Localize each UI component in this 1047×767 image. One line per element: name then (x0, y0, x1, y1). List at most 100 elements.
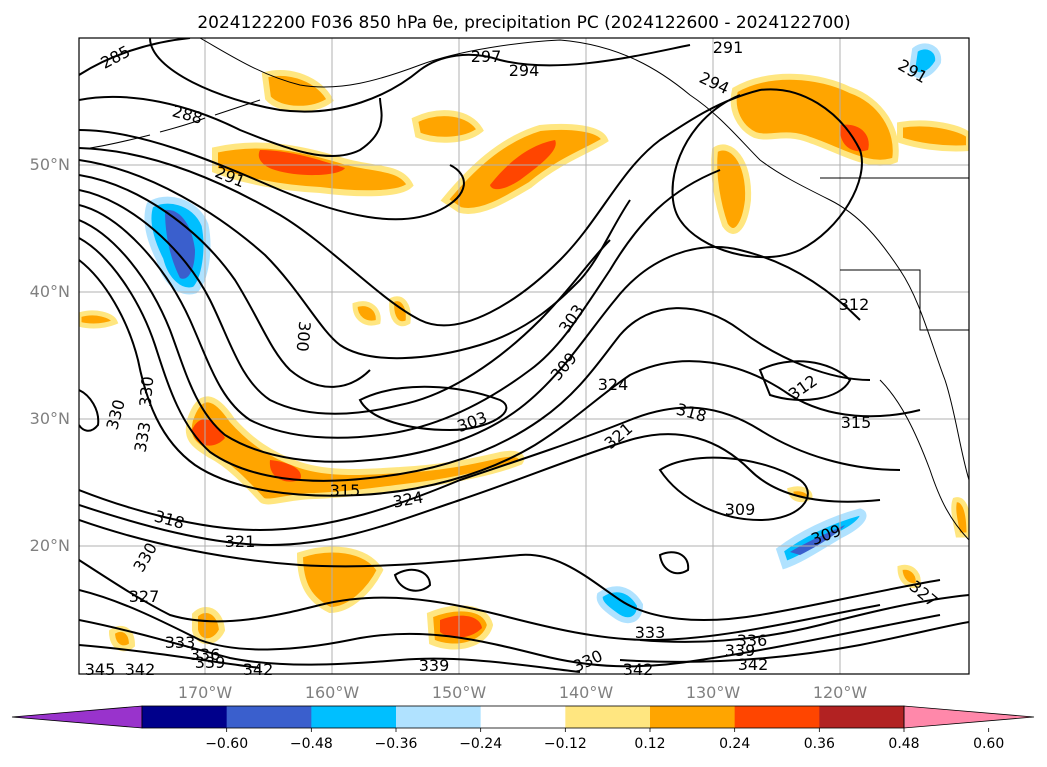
contour-cell-303 (358, 385, 508, 432)
contour-label: 339 (195, 653, 226, 672)
colorbar-frame (141, 705, 905, 729)
contour-315 (79, 259, 921, 497)
contour-label: 336 (190, 645, 221, 664)
precip-core-south2 (440, 615, 482, 638)
lon-label-150w: 150°W (432, 683, 487, 702)
precip-core-aleutian (258, 150, 345, 176)
contour-330 (79, 589, 941, 668)
contour-318 (79, 406, 901, 532)
contour-label: 342 (243, 660, 274, 679)
contour-label: 327 (129, 587, 160, 606)
contour-cell-309 (658, 456, 809, 522)
colorbar-segment (650, 706, 736, 728)
precip-patch-top2 (411, 110, 484, 143)
contour-label: 342 (623, 660, 654, 679)
lon-label-120w: 120°W (813, 683, 868, 702)
contour-cell-312 (758, 360, 852, 401)
lon-label-130w: 130°W (686, 683, 741, 702)
colorbar-tick-label: 0.12 (634, 736, 665, 752)
colorbar-tick-label: −0.36 (375, 736, 418, 752)
contour-label: 321 (225, 532, 256, 551)
precip-neg-ne (908, 43, 942, 79)
contour-324 (79, 519, 941, 621)
contour-321 (79, 433, 881, 547)
contour-label: 312 (839, 295, 870, 314)
contour-label: 342 (125, 660, 156, 679)
lon-label-160w: 160°W (305, 683, 360, 702)
precip-patch-e2 (897, 497, 969, 589)
contour-label: 315 (330, 481, 361, 500)
precip-patch-bc (711, 144, 752, 234)
colorbar-segment (565, 706, 651, 728)
latitude-labels: 50°N 40°N 30°N 20°N (30, 155, 70, 555)
colorbar-segment (226, 706, 312, 728)
contour-300 (79, 174, 371, 388)
contour-336 (79, 644, 261, 669)
contour-west-low (79, 389, 100, 432)
contour-291-north (149, 38, 691, 113)
colorbar-tick-label: 0.48 (888, 736, 919, 752)
theta-e-contours (79, 38, 969, 673)
contour-309 (79, 219, 861, 463)
colorbar-segment (480, 706, 566, 728)
contour-285 (79, 38, 191, 76)
precip-patch-south (296, 546, 384, 614)
colorbar: −0.60 −0.48 −0.36 −0.24 −0.12 0.12 0.24 0.36 0.4… (11, 705, 1035, 752)
contour-label: 333 (635, 623, 666, 642)
colorbar-tick-label: −0.60 (205, 736, 248, 752)
coastline-baja (879, 379, 969, 541)
contour-294 (79, 88, 863, 327)
contour-label: 339 (725, 641, 756, 660)
contour-label: 315 (841, 413, 872, 432)
precip-neg-south (596, 586, 644, 624)
contour-306 (79, 169, 721, 439)
contour-288 (79, 95, 383, 158)
contour-327 (79, 559, 881, 642)
colorbar-tick-label: 0.36 (804, 736, 835, 752)
precip-patch-west (79, 310, 119, 329)
contour-label: 339 (419, 656, 450, 675)
precip-neg-sub-core (790, 525, 845, 555)
contour-label: 291 (713, 38, 744, 57)
lat-label-20n: 20°N (30, 536, 70, 555)
contour-label: 336 (737, 631, 768, 650)
lat-label-50n: 50°N (30, 155, 70, 174)
colorbar-tick-label: −0.12 (544, 736, 587, 752)
colorbar-segment (142, 706, 228, 728)
contour-342-east (619, 621, 969, 663)
contour-label: 330 (136, 375, 158, 407)
colorbar-segment (396, 706, 482, 728)
contour-label: 345 (85, 660, 116, 679)
contour-297 (79, 159, 631, 360)
contour-339-east (639, 594, 969, 643)
coastlines (89, 38, 969, 541)
contour-291 (79, 129, 465, 221)
contour-label: 324 (598, 375, 629, 394)
contour-label: 294 (509, 61, 540, 80)
lon-label-170w: 170°W (178, 683, 233, 702)
colorbar-tick-label: 0.60 (973, 736, 1004, 752)
lat-label-40n: 40°N (30, 282, 70, 301)
precip-core-jet (192, 419, 301, 482)
contour-303 (79, 189, 611, 415)
border-states (840, 269, 969, 331)
plot-frame (78, 37, 970, 675)
colorbar-segment (311, 706, 397, 728)
longitude-labels: 170°W 160°W 150°W 140°W 130°W 120°W (178, 683, 868, 702)
contour-label: 333 (165, 633, 196, 652)
precip-patch-sw1 (192, 607, 226, 645)
colorbar-extend-max (903, 705, 1035, 729)
lat-label-30n: 30°N (30, 409, 70, 428)
colorbar-tick-label: −0.48 (290, 736, 333, 752)
lon-label-140w: 140°W (559, 683, 614, 702)
contour-333 (79, 619, 581, 673)
coastline-islands (89, 99, 261, 149)
figure-title: 2024122200 F036 850 hPa θe, precipitatio… (197, 13, 850, 33)
colorbar-segment (734, 706, 820, 728)
contour-cell-south (393, 551, 690, 592)
contour-label: 297 (471, 47, 502, 66)
contour-312 (79, 237, 871, 482)
contour-label: 309 (725, 500, 756, 519)
coastline-alaska (199, 38, 969, 481)
